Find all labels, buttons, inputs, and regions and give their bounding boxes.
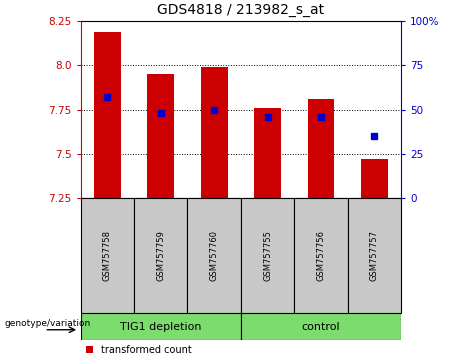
Bar [94, 32, 121, 198]
Bar [361, 159, 388, 198]
Text: GSM757757: GSM757757 [370, 230, 379, 281]
Text: TIG1 depletion: TIG1 depletion [120, 321, 201, 332]
Legend: transformed count, percentile rank within the sample: transformed count, percentile rank withi… [86, 345, 266, 354]
Text: GSM757758: GSM757758 [103, 230, 112, 281]
Bar [188, 198, 241, 313]
Bar [348, 198, 401, 313]
Title: GDS4818 / 213982_s_at: GDS4818 / 213982_s_at [157, 4, 325, 17]
Bar [201, 67, 228, 198]
Bar [294, 198, 348, 313]
Bar [81, 313, 241, 340]
Text: GSM757760: GSM757760 [210, 230, 219, 281]
Text: GSM757756: GSM757756 [316, 230, 325, 281]
Bar [241, 313, 401, 340]
Bar [241, 198, 294, 313]
Bar [81, 198, 134, 313]
Text: GSM757759: GSM757759 [156, 230, 165, 281]
Text: control: control [301, 321, 340, 332]
Bar [134, 198, 188, 313]
Bar [254, 108, 281, 198]
Bar [148, 74, 174, 198]
Text: genotype/variation: genotype/variation [4, 319, 90, 328]
Text: GSM757755: GSM757755 [263, 230, 272, 281]
Bar [307, 99, 334, 198]
